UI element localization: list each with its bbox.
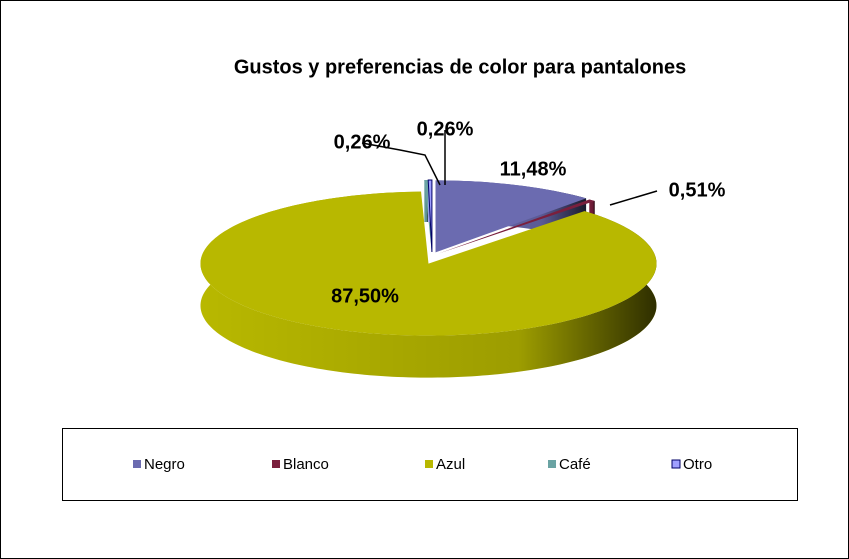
slice-top (424, 180, 432, 253)
pie (200, 179, 657, 378)
data-label: 0,26% (417, 118, 474, 140)
pie-slice (424, 180, 432, 253)
legend-label: Blanco (283, 456, 329, 473)
chart-title: Gustos y preferencias de color para pant… (234, 56, 686, 78)
data-label: 0,26% (334, 131, 391, 153)
leader-line (361, 142, 441, 186)
legend-swatch (425, 460, 433, 468)
pie-slice (427, 179, 433, 253)
slice-top (435, 180, 587, 253)
data-label: 0,51% (669, 179, 726, 201)
legend-label: Otro (683, 456, 712, 473)
slice-top (200, 191, 657, 336)
legend-label: Negro (144, 456, 185, 473)
leader-line (609, 190, 658, 206)
data-label: 87,50% (331, 285, 399, 307)
data-label: 11,48% (500, 158, 567, 180)
legend-swatch (133, 460, 141, 468)
legend-label: Café (559, 456, 591, 473)
pie-slice (200, 191, 657, 378)
legend-label: Azul (436, 456, 465, 473)
legend-swatch (671, 459, 681, 469)
slice-top (427, 179, 433, 253)
legend-swatch (272, 460, 280, 468)
slice-top (438, 199, 595, 254)
legend-swatch (548, 460, 556, 468)
